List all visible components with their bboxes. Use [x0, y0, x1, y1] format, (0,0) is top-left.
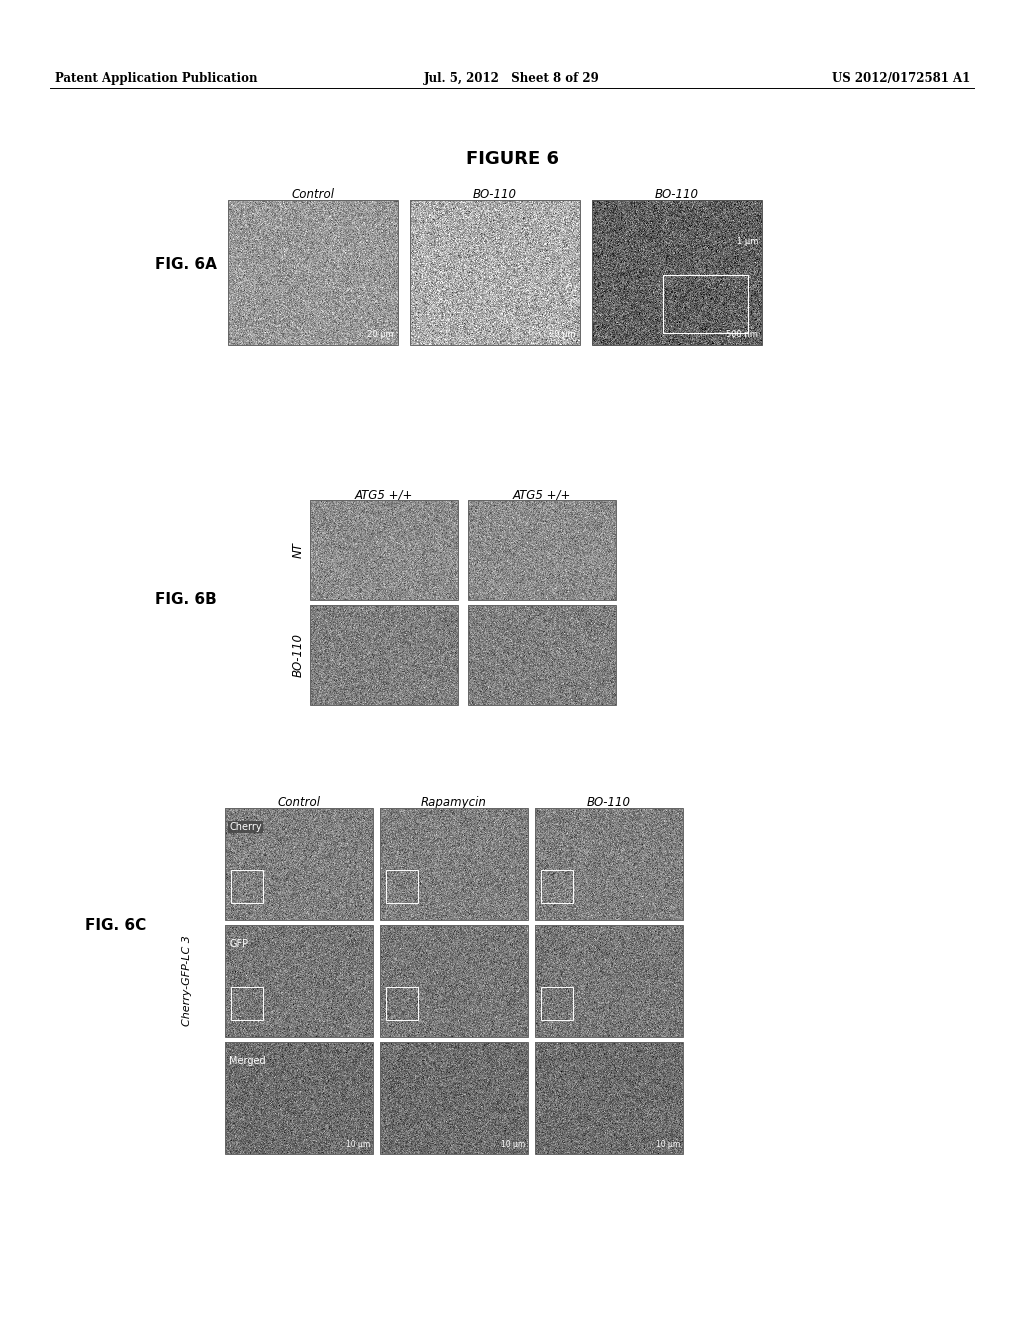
Text: FIGURE 6: FIGURE 6 [466, 150, 558, 168]
Bar [310, 605, 458, 705]
Text: Patent Application Publication: Patent Application Publication [55, 73, 257, 84]
Bar [310, 500, 458, 601]
Text: Jul. 5, 2012   Sheet 8 of 29: Jul. 5, 2012 Sheet 8 of 29 [424, 73, 600, 84]
Text: Control: Control [278, 796, 321, 809]
Text: FIG. 6A: FIG. 6A [155, 257, 217, 272]
Bar [228, 201, 398, 345]
Text: Rapamycin: Rapamycin [421, 796, 487, 809]
Text: 10 μm: 10 μm [346, 1140, 370, 1148]
Bar [231, 986, 263, 1020]
Text: ATG5 +/+: ATG5 +/+ [354, 488, 414, 502]
Bar [541, 870, 573, 903]
Bar [541, 986, 573, 1020]
Text: 20 μm: 20 μm [549, 330, 575, 339]
Bar [225, 808, 373, 920]
Bar [535, 925, 683, 1038]
Text: FIG. 6B: FIG. 6B [155, 591, 217, 607]
Text: NT: NT [292, 543, 304, 558]
Text: 500 nm: 500 nm [726, 330, 758, 339]
Text: ATG5 +/+: ATG5 +/+ [513, 488, 571, 502]
Text: 10 μm: 10 μm [655, 1140, 680, 1148]
Text: 10 μm: 10 μm [501, 1140, 525, 1148]
Text: 1 μm: 1 μm [736, 238, 758, 247]
Bar [664, 276, 749, 334]
Bar [468, 500, 616, 601]
Bar [231, 870, 263, 903]
Bar [225, 1041, 373, 1154]
Text: 20 μm: 20 μm [368, 330, 394, 339]
Bar [410, 201, 580, 345]
Text: Cherry: Cherry [229, 822, 261, 832]
Bar [386, 870, 419, 903]
Bar [225, 925, 373, 1038]
Text: Cherry-GFP-LC 3: Cherry-GFP-LC 3 [182, 936, 193, 1027]
Text: Merged: Merged [229, 1056, 265, 1067]
Bar [380, 925, 528, 1038]
Text: BO-110: BO-110 [655, 187, 699, 201]
Text: BO-110: BO-110 [292, 634, 304, 677]
Text: BO-110: BO-110 [587, 796, 631, 809]
Bar [380, 808, 528, 920]
Text: Control: Control [292, 187, 335, 201]
Bar [535, 1041, 683, 1154]
Bar [380, 1041, 528, 1154]
Text: GFP: GFP [229, 939, 248, 949]
Text: FIG. 6C: FIG. 6C [85, 917, 146, 932]
Bar [468, 605, 616, 705]
Text: US 2012/0172581 A1: US 2012/0172581 A1 [831, 73, 970, 84]
Bar [535, 808, 683, 920]
Bar [386, 986, 419, 1020]
Bar [592, 201, 762, 345]
Text: BO-110: BO-110 [473, 187, 517, 201]
